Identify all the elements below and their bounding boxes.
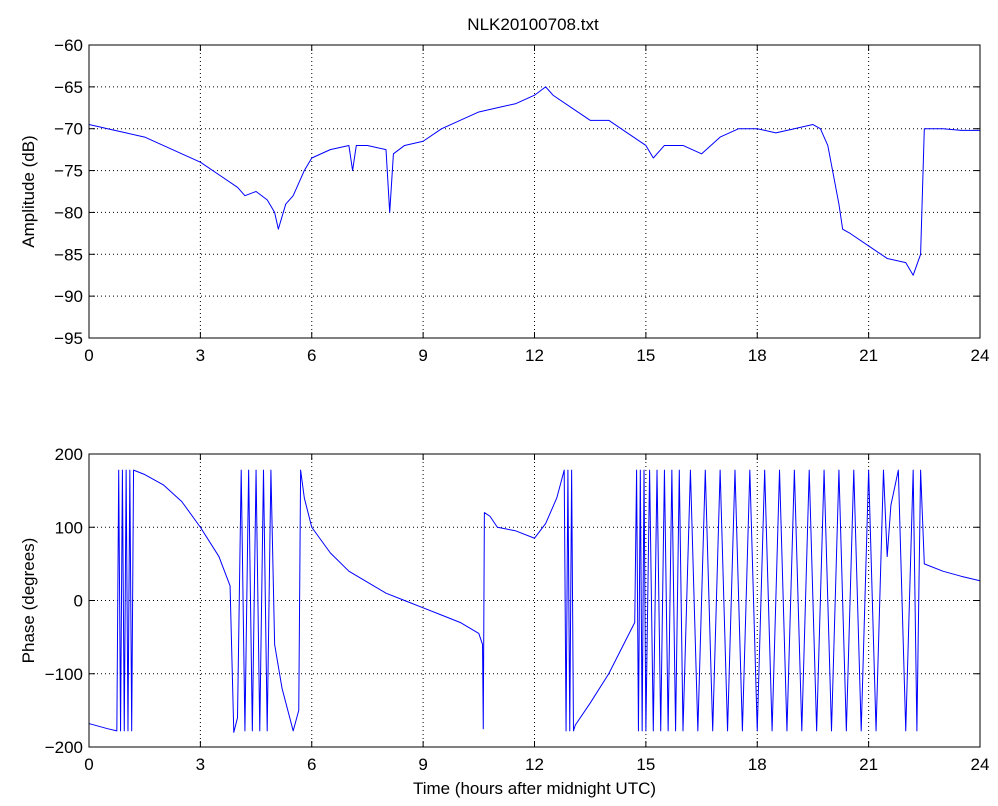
amplitude-xtick-label: 21 [859, 346, 878, 365]
phase-panel: 0 3 6 9 12 15 18 21 24 −200 −100 0 100 200 Phase (degr… [19, 445, 989, 798]
amplitude-ytick-label: −75 [54, 162, 83, 181]
amplitude-xtick-label: 15 [636, 346, 655, 365]
amplitude-xtick-label: 0 [84, 346, 93, 365]
phase-xtick-label: 15 [636, 755, 655, 774]
amplitude-ytick-label: −95 [54, 329, 83, 348]
phase-series-line [88, 469, 981, 733]
phase-xtick-label: 12 [525, 755, 544, 774]
amplitude-series-line [88, 86, 980, 276]
chart-title: NLK20100708.txt [467, 15, 599, 34]
amplitude-ytick-label: −85 [54, 245, 83, 264]
phase-y-axis-label: Phase (degrees) [19, 538, 38, 664]
phase-ytick-label: 100 [55, 518, 83, 537]
amplitude-xtick-label: 6 [307, 346, 316, 365]
phase-ytick-label: 200 [55, 445, 83, 464]
phase-xtick-label: 3 [196, 755, 205, 774]
amplitude-ytick-label: −90 [54, 287, 83, 306]
phase-xtick-label: 9 [418, 755, 427, 774]
amplitude-xtick-label: 3 [196, 346, 205, 365]
phase-xtick-label: 18 [748, 755, 767, 774]
phase-x-axis-label: Time (hours after midnight UTC) [413, 779, 656, 798]
amplitude-ytick-label: −60 [54, 36, 83, 55]
amplitude-panel: 0 3 6 9 12 15 18 21 24 −95 −90 −85 −80 −75 −70 −65 −60 Am… [19, 36, 989, 365]
phase-xtick-label: 24 [971, 755, 990, 774]
amplitude-ytick-label: −70 [54, 120, 83, 139]
amplitude-y-axis-label: Amplitude (dB) [19, 135, 38, 247]
amplitude-ytick-label: −65 [54, 78, 83, 97]
amplitude-xtick-label: 24 [971, 346, 990, 365]
phase-ytick-label: −100 [45, 665, 83, 684]
amplitude-xtick-label: 12 [525, 346, 544, 365]
phase-xtick-label: 6 [307, 755, 316, 774]
amplitude-ytick-label: −80 [54, 203, 83, 222]
amplitude-xtick-label: 9 [418, 346, 427, 365]
phase-xtick-label: 21 [859, 755, 878, 774]
phase-ytick-label: 0 [74, 592, 83, 611]
phase-ytick-label: −200 [45, 738, 83, 757]
amplitude-xtick-label: 18 [748, 346, 767, 365]
phase-xtick-label: 0 [84, 755, 93, 774]
